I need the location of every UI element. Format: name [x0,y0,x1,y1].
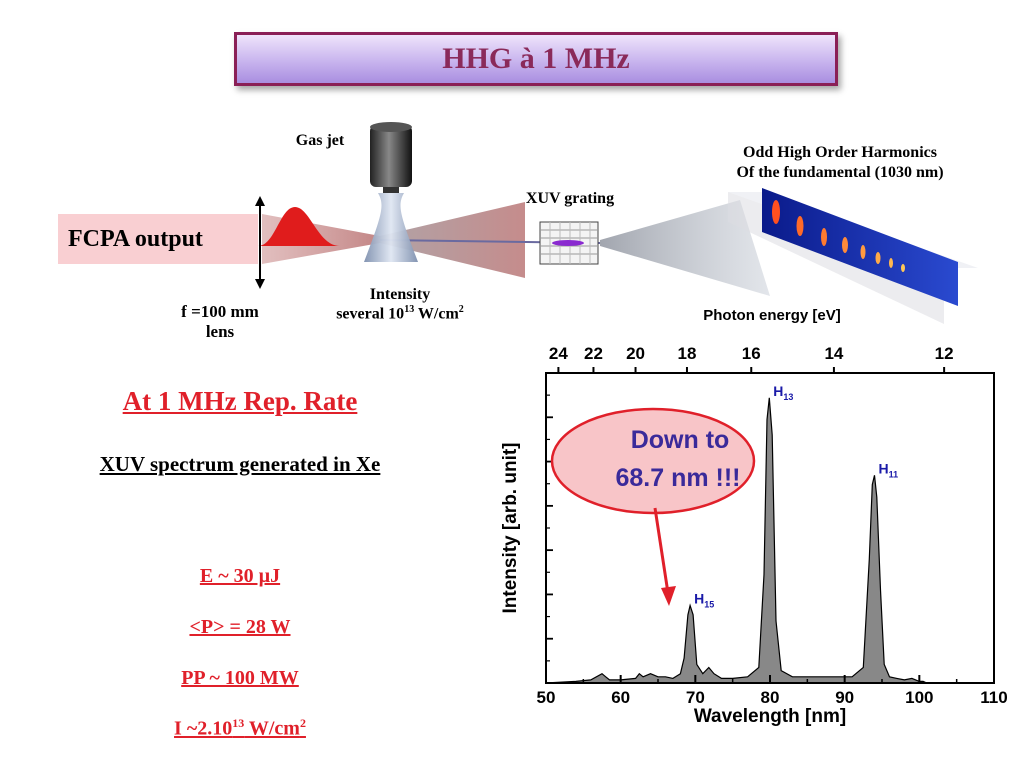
top-tick-label: 22 [584,344,603,363]
intensity-value-sup: 2 [299,716,306,730]
peak-power-value: PP ~ 100 MW [181,667,299,689]
intensity-label-line2: several 1013 W/cm2 [300,304,500,323]
intensity-suffix: W/cm [414,305,459,323]
y-axis-label: Intensity [arb. unit] [500,443,521,614]
top-tick-label: 20 [626,344,645,363]
x-tick-label: 50 [537,688,556,707]
callout-line2: 68.7 nm !!! [615,464,740,492]
harmonics-line2: Of the fundamental (1030 nm) [736,164,944,181]
xuv-grating-icon [539,221,599,265]
y-ticks [546,372,553,662]
top-tick-label: 14 [824,344,843,363]
callout-line1: Down to [631,426,730,454]
x-tick-label: 80 [761,688,780,707]
lens-label: f =100 mm lens [150,302,290,342]
intensity-label-line1: Intensity [369,286,431,303]
x-tick-label: 60 [611,688,630,707]
energy-value: E ~ 30 µJ [199,565,281,587]
spectrum-heading: XUV spectrum generated in Xe [99,452,381,476]
intensity-value: I ~2.1013 W/cm2 [40,716,440,741]
gas-jet-label: Gas jet [295,132,345,149]
callout-arrow-icon [653,507,676,606]
detector-screen-icon [728,188,978,324]
bottom-ticks: 50 60 70 80 90 100 110 [537,675,1008,707]
intensity-exp: 13 [404,304,415,315]
x-tick-label: 90 [835,688,854,707]
setup-diagram [255,122,978,324]
fcpa-box [58,214,258,264]
top-tick-label: 12 [935,344,954,363]
page-title: HHG à 1 MHz [442,42,630,75]
intensity-value-exp: 13 [232,716,245,730]
spectrum-area [545,397,928,684]
top-tick-label: 16 [742,344,761,363]
harmonics-label: Odd High Order Harmonics Of the fundamen… [690,143,990,183]
intensity-value-prefix: I ~2.10 [174,717,233,740]
power-value: <P> = 28 W [189,616,291,638]
rep-rate-heading: At 1 MHz Rep. Rate [122,386,358,416]
x-tick-label: 70 [686,688,705,707]
fcpa-label: FCPA output [68,226,203,252]
lens-label-line2: lens [205,322,235,341]
lens-arrow-icon [255,196,265,289]
gas-jet-nozzle-icon [364,122,418,262]
x-axis-label: Wavelength [nm] [694,706,846,727]
callout-ellipse [550,407,756,515]
x-tick-label: 100 [905,688,933,707]
intensity-sup: 2 [458,304,464,315]
top-ticks: 24 22 20 18 16 14 12 [549,344,954,373]
x-tick-label: 110 [980,688,1007,707]
spectrum-chart: Photon energy [eV] 24 22 20 18 16 14 12 50 60 70… [500,307,1008,727]
harmonics-line1: Odd High Order Harmonics [743,144,937,161]
top-tick-label: 24 [549,344,568,363]
xuv-grating-label: XUV grating [525,190,615,207]
top-tick-label: 18 [678,344,697,363]
laser-pulse-icon [258,207,340,246]
intensity-prefix: several 10 [336,305,405,323]
title-banner: HHG à 1 MHz [234,32,838,86]
lens-label-line1: f =100 mm [181,302,259,321]
intensity-value-suffix: W/cm [244,717,300,740]
intensity-label: Intensity several 1013 W/cm2 [300,286,500,323]
top-axis-label: Photon energy [eV] [703,307,841,324]
xuv-fan [600,200,770,296]
